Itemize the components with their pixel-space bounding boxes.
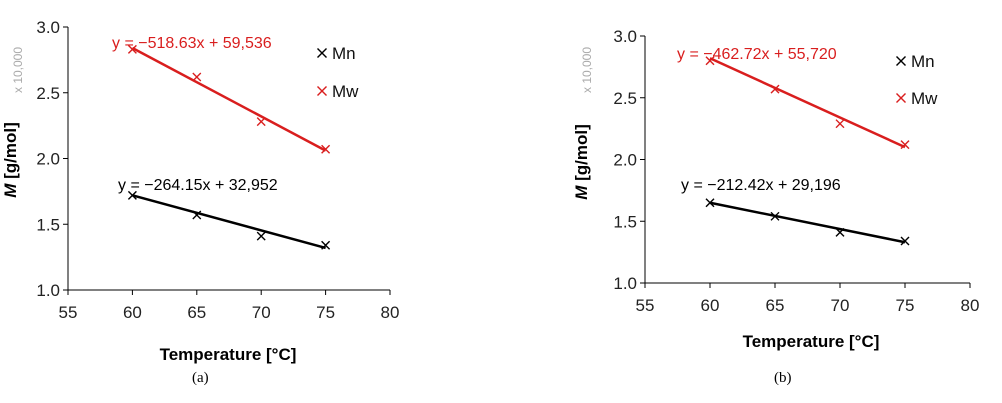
chart-a-legend-marker-mn [317, 48, 327, 58]
chart-b-mw-point [900, 140, 910, 150]
chart-a-mn-point [192, 210, 202, 220]
chart-b-y-axis-multiplier: x 10,000 [580, 47, 594, 93]
chart-a-y-axis-unit: [g/mol] [1, 122, 20, 183]
chart-b-y-tick-label: 1.0 [613, 274, 637, 293]
chart-b-legend-marker-mn [896, 56, 906, 66]
chart-b-mn-equation: y = −212.42x + 29,196 [681, 177, 841, 194]
chart-a-x-axis-label: Temperature [°C] [160, 345, 297, 364]
chart-a-mn-marker-stroke [256, 231, 266, 241]
chart-a-x-tick-label: 60 [123, 303, 142, 322]
chart-a-mw-point [127, 44, 137, 54]
chart-a-mw-trendline [131, 46, 327, 152]
chart-a-mn-marker-stroke [192, 210, 202, 220]
figure-panel-b: 55 60 65 70 75 80 1.0 1.5 2.0 2.5 3.0 Temperature [… [501, 0, 1002, 403]
chart-b-y-tick-label: 1.5 [613, 212, 637, 231]
chart-b-x-tick-label: 55 [636, 296, 655, 315]
chart-b-mn-point [835, 227, 845, 237]
chart-a-y-axis-symbol: M [1, 183, 20, 198]
chart-b-y-axis-symbol: M [572, 185, 591, 200]
chart-b-mn-marker-stroke [770, 211, 780, 221]
chart-b-mw-point [770, 84, 780, 94]
chart-a-mw-point [256, 117, 266, 127]
chart-a-legend-label-mw: Mw [332, 82, 359, 101]
chart-a-y-axis-label: M [g/mol] [1, 122, 20, 198]
chart-b-svg: 55 60 65 70 75 80 1.0 1.5 2.0 2.5 3.0 Temperature [… [572, 27, 980, 351]
chart-b-y-tick-label: 2.5 [613, 89, 637, 108]
chart-a-legend-marker-stroke [317, 86, 327, 96]
caption-a: (a) [192, 370, 209, 386]
chart-b-legend-label-mn: Mn [911, 52, 935, 71]
chart-a-mw-equation: y = −518.63x + 59,536 [112, 35, 272, 52]
chart-b-mw-equation: y = −462.72x + 55,720 [677, 46, 837, 63]
chart-b-mn-point [705, 198, 715, 208]
chart-b-mn-marker-stroke [705, 198, 715, 208]
chart-b-mn-marker-stroke [900, 236, 910, 246]
chart-b-mw-marker-stroke [705, 56, 715, 66]
chart-b-mw-marker-stroke [900, 140, 910, 150]
chart-b-legend-marker-stroke [896, 56, 906, 66]
chart-a-mw-point [321, 144, 331, 154]
chart-a-mn-marker-stroke [127, 190, 137, 200]
chart-b-x-axis-label: Temperature [°C] [743, 332, 880, 351]
chart-a-mn-marker-stroke [321, 240, 331, 250]
chart-a-y-tick-label: 2.5 [36, 84, 60, 103]
chart-b-y-axis-unit: [g/mol] [572, 124, 591, 185]
chart-a-legend-marker-stroke [317, 48, 327, 58]
chart-b-x-tick-label: 65 [766, 296, 785, 315]
chart-b-mn-point [770, 211, 780, 221]
chart-b-legend-label-mw: Mw [911, 89, 938, 108]
caption-b: (b) [774, 370, 792, 386]
chart-b-mw-marker-stroke [835, 119, 845, 129]
chart-a-mw-point [192, 72, 202, 82]
chart-a-svg: 55 60 65 70 75 80 1.0 1.5 2.0 2.5 3.0 Temperature [… [1, 18, 400, 364]
chart-b-x-tick-label: 80 [961, 296, 980, 315]
chart-a-y-axis-multiplier: x 10,000 [11, 47, 25, 93]
chart-a-x-tick-label: 65 [187, 303, 206, 322]
chart-b-y-tick-label: 3.0 [613, 27, 637, 46]
chart-b-legend-marker-mw [896, 93, 906, 103]
chart-a-y-tick-label: 2.0 [36, 150, 60, 169]
chart-b-x-tick-label: 70 [831, 296, 850, 315]
chart-a-mw-marker-stroke [127, 44, 137, 54]
chart-a-x-tick-label: 80 [381, 303, 400, 322]
chart-b-mn-marker-stroke [835, 227, 845, 237]
chart-b-x-tick-label: 60 [701, 296, 720, 315]
chart-a-mw-marker-stroke [256, 117, 266, 127]
chart-a-y-tick-label: 1.0 [36, 281, 60, 300]
chart-a-y-tick-label: 3.0 [36, 18, 60, 37]
chart-a-legend-label-mn: Mn [332, 44, 356, 63]
chart-b-mw-marker-stroke [770, 84, 780, 94]
chart-b-mn-point [900, 236, 910, 246]
chart-a-y-tick-label: 1.5 [36, 215, 60, 234]
chart-a-x-tick-label: 55 [59, 303, 78, 322]
chart-a-legend-marker-mw [317, 86, 327, 96]
chart-b-mw-trendline [709, 57, 906, 149]
chart-b-y-tick-label: 2.0 [613, 151, 637, 170]
chart-a-x-tick-label: 70 [252, 303, 271, 322]
chart-a-mw-marker-stroke [192, 72, 202, 82]
chart-a-mn-equation: y = −264.15x + 32,952 [118, 177, 278, 194]
chart-b-x-tick-label: 75 [896, 296, 915, 315]
chart-b-y-axis-label: M [g/mol] [572, 124, 591, 200]
chart-a-mn-point [127, 190, 137, 200]
chart-a-x-tick-label: 75 [316, 303, 335, 322]
chart-a-mn-point [321, 240, 331, 250]
chart-b-mw-point [705, 56, 715, 66]
chart-a-mn-point [256, 231, 266, 241]
chart-b-legend-marker-stroke [896, 93, 906, 103]
figure-panel-a: 55 60 65 70 75 80 1.0 1.5 2.0 2.5 3.0 Temperature [… [0, 0, 500, 403]
chart-b-mn-trendline [709, 201, 906, 244]
chart-a-mw-marker-stroke [321, 144, 331, 154]
chart-b-mw-point [835, 119, 845, 129]
chart-a-mn-trendline [132, 194, 326, 250]
